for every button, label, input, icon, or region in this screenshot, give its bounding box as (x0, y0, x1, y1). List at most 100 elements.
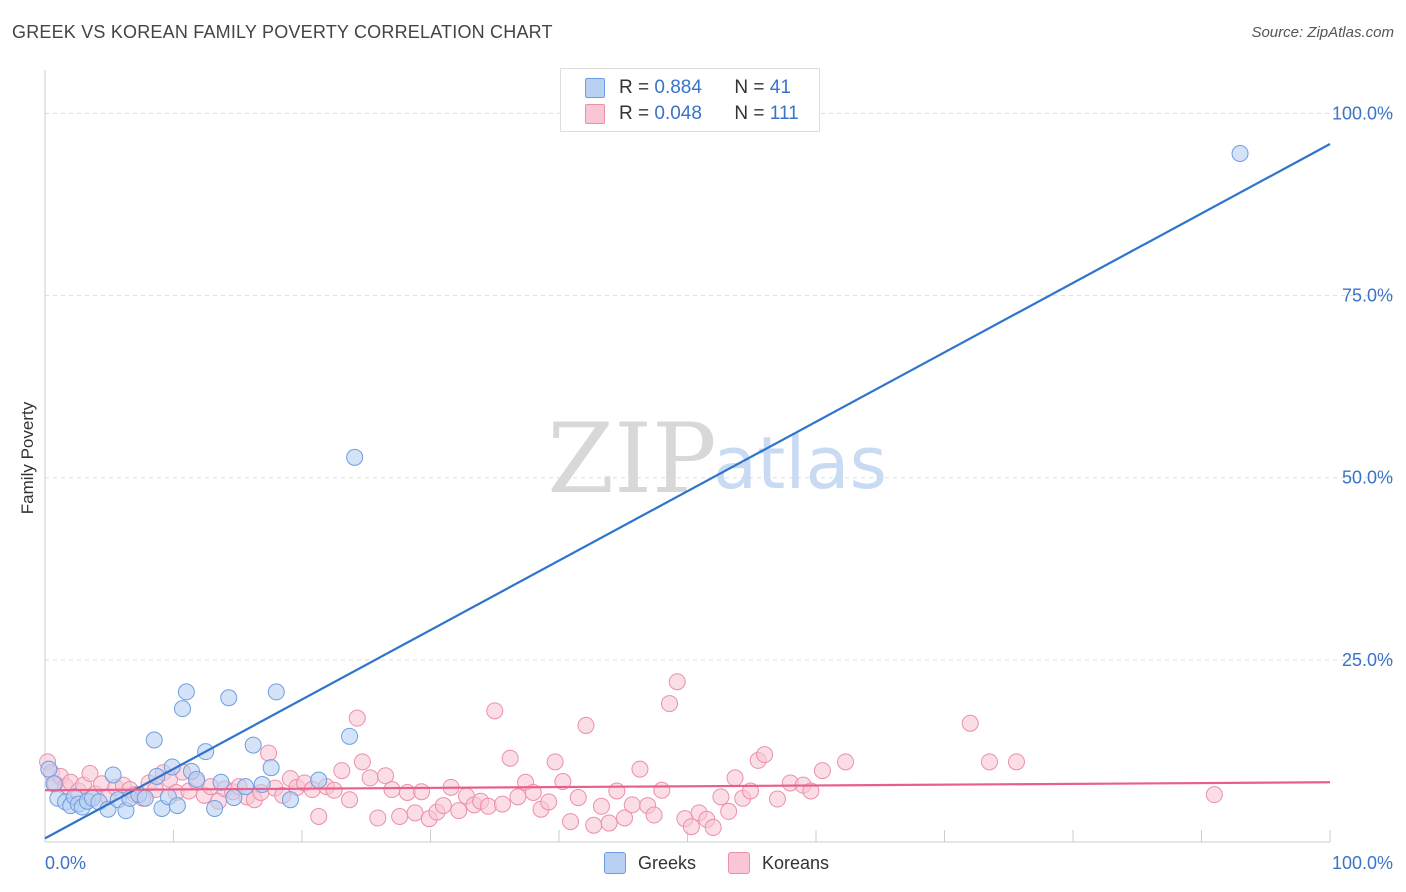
chart-title: GREEK VS KOREAN FAMILY POVERTY CORRELATI… (12, 22, 553, 42)
korean-point (369, 809, 387, 827)
greek-point (262, 759, 280, 777)
greek-point (281, 791, 299, 809)
korean-point (486, 702, 504, 720)
greek-point (188, 770, 206, 788)
korean-point (980, 753, 998, 771)
korean-point (961, 714, 979, 732)
correlation-legend: R = 0.884 N = 41 R = 0.048 N = 111 (560, 68, 820, 132)
greek-point (173, 700, 191, 718)
greek-point (145, 731, 163, 749)
greek-point (244, 736, 262, 754)
korean-point (562, 813, 580, 831)
watermark-atlas: atlas (713, 421, 887, 505)
y-tick-label: 50.0% (1342, 468, 1393, 488)
greek-point (177, 683, 195, 701)
korean-point (802, 782, 820, 800)
koreans-label: Koreans (762, 852, 830, 873)
axes (44, 70, 1331, 843)
greeks-trend-line (44, 143, 1331, 840)
y-tick-label: 75.0% (1342, 286, 1393, 306)
korean-point (450, 802, 468, 820)
greek-point (168, 797, 186, 815)
watermark: ZIP atlas (547, 403, 887, 515)
greek-point (310, 771, 328, 789)
y-tick-label: 100.0% (1332, 103, 1393, 123)
greek-n-value: 41 (769, 77, 791, 98)
korean-point (653, 781, 671, 799)
korean-point (661, 695, 679, 713)
korean-point (260, 744, 278, 762)
korean-swatch (585, 104, 605, 124)
korean-point (353, 753, 371, 771)
korean-point (712, 788, 730, 806)
greek-point (341, 727, 359, 745)
legend-row-koreans: R = 0.048 N = 111 (585, 101, 799, 127)
legend-r-label: R = (619, 77, 650, 98)
gridlines (45, 112, 1395, 661)
korean-point (720, 802, 738, 820)
korean-point (1007, 753, 1025, 771)
greek-point (267, 683, 285, 701)
korean-point (577, 716, 595, 734)
korean-point (668, 673, 686, 691)
legend-n-label: N = (734, 77, 765, 98)
legend-row-greeks: R = 0.884 N = 41 (585, 75, 791, 101)
korean-point (546, 753, 564, 771)
korean-point (81, 765, 99, 783)
korean-point (726, 769, 744, 787)
korean-point (813, 762, 831, 780)
korean-point (348, 709, 366, 727)
korean-point (623, 796, 641, 814)
tick-labels: 25.0% 50.0% 75.0% 100.0% 0.0% 100.0% (45, 103, 1393, 873)
korean-point (391, 808, 409, 825)
korean-point (406, 804, 424, 822)
korean-point (682, 818, 700, 836)
korean-point (524, 783, 542, 801)
korean-point (383, 781, 401, 799)
greeks-label: Greeks (638, 852, 697, 873)
greek-point (212, 773, 230, 791)
legend-r-label: R = (619, 103, 650, 124)
korean-point (554, 773, 572, 791)
greek-points (40, 145, 1249, 820)
korean-point (600, 814, 618, 832)
greek-point (136, 789, 154, 807)
korean-swatch (728, 852, 750, 874)
korean-point (756, 746, 774, 764)
greek-point (206, 799, 224, 817)
korean-point (540, 793, 558, 811)
korean-point (631, 760, 649, 778)
chart-source: Source: ZipAtlas.com (1251, 24, 1394, 41)
korean-n-value: 111 (769, 103, 799, 124)
korean-point (361, 769, 379, 787)
korean-point (768, 790, 786, 808)
greek-point (1231, 145, 1249, 162)
greek-swatch (585, 78, 605, 98)
korean-point (645, 806, 663, 824)
korean-point (493, 795, 511, 813)
korean-point (341, 791, 359, 809)
greek-point (104, 766, 122, 784)
korean-point (413, 783, 431, 801)
korean-point (616, 809, 634, 827)
korean-point (1205, 786, 1223, 804)
bottom-legend-koreans: Koreans (728, 852, 829, 874)
korean-point (325, 781, 343, 799)
x-tick-label: 100.0% (1332, 853, 1393, 873)
korean-point (704, 818, 722, 836)
korean-point (592, 797, 610, 815)
greek-point (236, 778, 254, 796)
koreans-trend-line (44, 781, 1331, 792)
korean-point (585, 816, 603, 834)
greek-point (220, 689, 238, 707)
korean-r-value: 0.048 (654, 103, 702, 124)
korean-point (398, 783, 416, 801)
korean-point (569, 789, 587, 807)
korean-point (333, 762, 351, 780)
greek-swatch (604, 852, 626, 874)
greek-point (346, 448, 364, 466)
greek-r-value: 0.884 (654, 77, 702, 98)
korean-point (479, 797, 497, 815)
korean-point (837, 753, 855, 771)
